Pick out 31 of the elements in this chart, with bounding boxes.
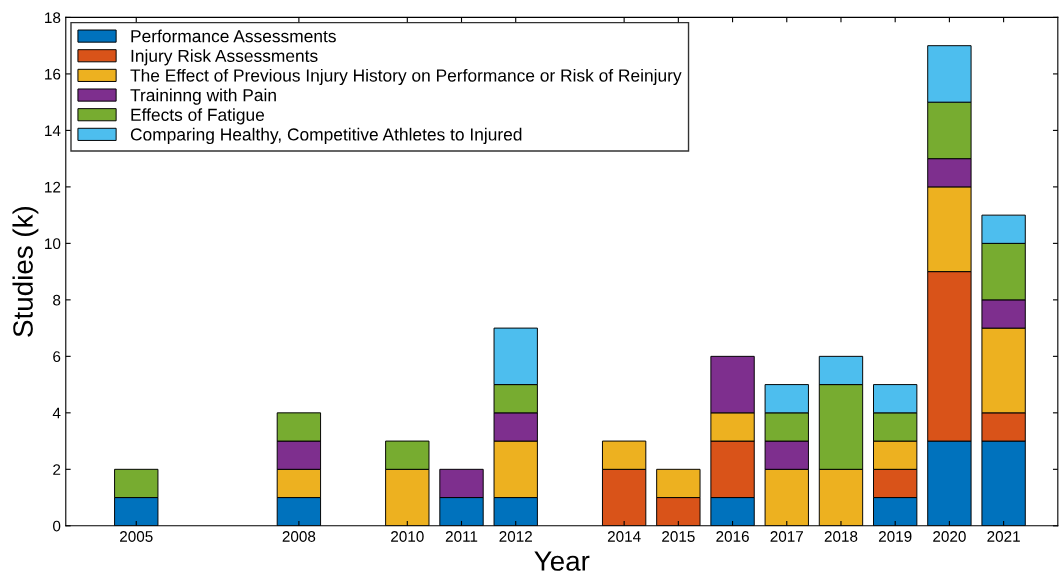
x-tick-label: 2014 — [607, 531, 641, 542]
legend-label: Performance Assessments — [131, 29, 336, 43]
y-tick-label: 8 — [53, 294, 61, 306]
y-tick-label: 16 — [45, 68, 61, 80]
x-tick-label: 2011 — [445, 531, 478, 542]
x-tick-label: 2020 — [933, 531, 966, 542]
y-tick-label: 10 — [45, 238, 61, 250]
x-tick-label: 2018 — [824, 531, 858, 542]
y-axis-title: Studies (k) — [12, 206, 39, 337]
y-tick-label: 2 — [53, 464, 61, 475]
x-tick-label: 2019 — [878, 531, 912, 542]
x-tick-label: 2008 — [282, 531, 316, 542]
legend-label: Injury Risk Assessments — [131, 49, 318, 66]
x-tick-label: 2010 — [391, 531, 424, 542]
legend-label: Traininng with Pain — [130, 88, 276, 105]
legend-label: Effects of Fatigue — [131, 108, 265, 125]
x-tick-label: 2016 — [716, 531, 749, 542]
legend-label: The Effect of Previous Injury History on Performance or Risk of Reinjury — [130, 68, 682, 86]
y-tick-label: 6 — [53, 351, 61, 363]
x-tick-label: 2021 — [987, 531, 1020, 542]
y-tick-label: 4 — [52, 407, 61, 419]
y-tick-label: 18 — [45, 12, 61, 24]
y-tick-label: 0 — [53, 520, 61, 532]
y-tick-label: 14 — [45, 125, 61, 136]
y-tick-label: 12 — [45, 181, 61, 193]
x-tick-label: 2005 — [120, 531, 153, 542]
x-tick-label: 2012 — [499, 531, 532, 542]
x-tick-label: 2017 — [770, 531, 803, 542]
legend-label: Comparing Healthy, Competitive Athletes to Injured — [130, 127, 522, 145]
x-tick-label: 2015 — [662, 531, 695, 542]
x-axis-title: Year — [534, 551, 590, 571]
